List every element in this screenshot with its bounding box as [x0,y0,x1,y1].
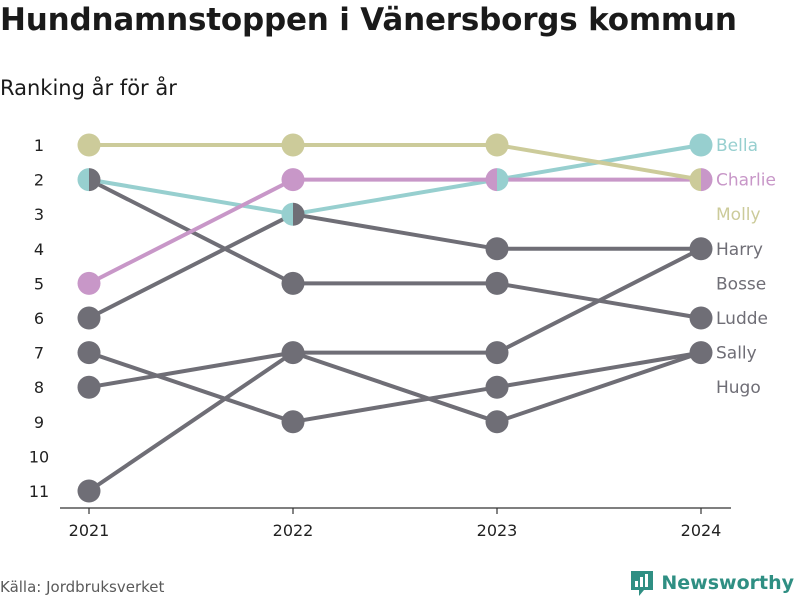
point-molly [689,168,701,192]
point-charlie [701,168,713,192]
point-hugo [689,341,701,365]
series-end-labels: Bella Charlie Molly Harry Bosse Ludde Sally Hug… [716,136,776,398]
series-line-molly [87,143,703,182]
x-axis: 2021 2022 2023 2024 [60,507,731,540]
point-hugo [281,341,293,365]
point-bella [497,168,509,192]
point-ludde [293,341,305,365]
x-tick-label: 2024 [681,521,722,540]
y-tick-label: 10 [29,447,49,466]
y-tick-label: 2 [34,171,44,190]
end-label-hugo: Hugo [716,378,761,398]
chart-subtitle: Ranking år för år [0,76,177,100]
series-line-sally [87,350,703,424]
point-sally [485,375,509,399]
series-line-ludde [87,246,703,493]
y-tick-label: 8 [34,378,44,397]
series-line-hugo [87,350,703,424]
point-sally [281,410,305,434]
source-note: Källa: Jordbruksverket [0,578,165,596]
point-harry [281,271,305,295]
end-label-charlie: Charlie [716,171,776,191]
point-sally [701,341,713,365]
point-bella [281,202,293,226]
brand[interactable]: Newsworthy [629,569,794,597]
series-points [77,133,713,503]
series-line-charlie [87,177,703,286]
point-ludde [689,237,701,261]
y-tick-label: 3 [34,205,44,224]
point-sally [77,341,101,365]
brand-name: Newsworthy [661,572,794,594]
y-tick-label: 9 [34,413,44,432]
end-label-bella: Bella [716,136,758,156]
point-charlie [281,168,305,192]
point-bosse [293,202,305,226]
x-tick-label: 2022 [273,521,314,540]
end-label-ludde: Ludde [716,309,768,329]
point-hugo [485,410,509,434]
point-harry [689,306,713,330]
series-line-bosse [87,212,703,320]
y-axis-tick-labels: 1 2 3 4 5 6 7 8 9 10 11 [29,136,49,501]
y-tick-label: 7 [34,344,44,363]
point-ludde [485,341,509,365]
point-harry [485,271,509,295]
chart-title: Hundnamnstoppen i Vänersborgs kommun [0,2,737,38]
point-molly [77,133,101,157]
y-tick-label: 6 [34,309,44,328]
series-lines [87,143,703,493]
point-charlie [77,271,101,295]
x-tick-label: 2021 [69,521,110,540]
point-bosse [77,306,101,330]
point-molly [281,133,305,157]
newsworthy-logo-icon [631,571,654,596]
point-bosse [701,237,713,261]
point-bosse [485,237,509,261]
point-hugo [77,375,101,399]
point-bella [77,168,89,192]
y-tick-label: 4 [34,240,44,259]
x-tick-label: 2023 [477,521,518,540]
point-harry [89,168,101,192]
end-label-sally: Sally [716,344,757,364]
y-tick-label: 5 [34,274,44,293]
end-label-bosse: Bosse [716,274,766,294]
point-bella [689,133,713,157]
point-molly [485,133,509,157]
point-charlie [485,168,497,192]
y-tick-label: 11 [29,482,49,501]
end-label-molly: Molly [716,205,761,225]
y-tick-label: 1 [34,136,44,155]
end-label-harry: Harry [716,240,763,260]
point-ludde [77,479,101,503]
